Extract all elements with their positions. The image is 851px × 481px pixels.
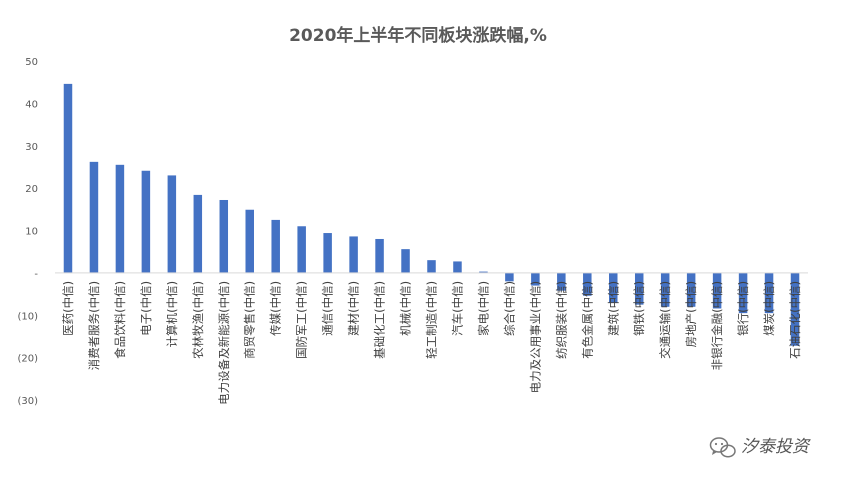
x-tick-label: 食品饮料(中信) [113,281,127,359]
y-tick-label: 30 [25,142,38,153]
x-axis-labels: 医药(中信) 消费者服务(中信) 食品饮料(中信) 电子(中信) 计算机(中信) 农林牧渔… [61,281,802,405]
x-tick-label: 汽车(中信) [450,281,464,336]
watermark: 汐泰投资 [709,437,811,458]
bar [323,233,332,273]
x-tick-label: 石油石化(中信) [788,281,802,359]
bar [245,209,254,273]
x-tick-label: 基础化工(中信) [373,281,387,359]
x-tick-label: 农林牧渔(中信) [191,281,205,359]
bar [63,83,73,273]
x-tick-label: 轻工制造(中信) [425,281,439,359]
y-tick-label: 10 [25,227,38,238]
y-tick-label: 40 [25,99,38,110]
x-tick-label: 国防军工(中信) [295,281,309,359]
bar [219,199,229,273]
x-tick-label: 计算机(中信) [165,281,179,347]
bar [453,261,462,273]
bar [790,272,800,346]
bar [738,272,748,314]
y-tick-label: 50 [25,57,38,68]
bar [660,272,670,307]
bar [479,271,488,273]
bar [764,272,774,314]
bar [349,236,358,273]
bar [609,272,618,303]
bar [193,194,203,273]
bar [531,272,540,286]
x-tick-label: 电子(中信) [139,281,153,336]
x-tick-label: 非银行金融(中信) [710,281,724,370]
x-tick-label: 电力设备及新能源(中信) [217,281,231,405]
y-tick-label: (10) [17,311,38,322]
y-tick-label: 20 [25,184,38,195]
wechat-icon [709,437,736,458]
bar [634,272,644,305]
bar [167,175,177,273]
bar [89,161,99,273]
bar [375,238,384,273]
x-tick-label: 机械(中信) [399,281,413,336]
bar [712,272,722,309]
bar-series [63,83,800,346]
bar [583,272,592,296]
chart-title: 2020年上半年不同板块涨跌幅,% [289,25,547,46]
bar [427,260,436,273]
x-tick-label: 交通运输(中信) [658,281,672,359]
bar [401,249,410,273]
x-tick-label: 纺织服装(中信) [554,281,568,359]
x-tick-label: 建材(中信) [347,281,361,336]
x-tick-label: 建筑(中信) [606,281,620,336]
x-tick-label: 银行(中信) [736,281,750,336]
bar [297,226,306,273]
y-tick-label: (30) [17,396,38,407]
watermark-text: 汐泰投资 [741,437,811,457]
x-tick-label: 有色金属(中信) [580,281,594,359]
x-tick-label: 煤炭(中信) [762,281,776,336]
y-tick-label: - [34,269,38,280]
bar [141,170,151,273]
y-tick-label: (20) [17,354,38,365]
x-tick-label: 钢铁(中信) [632,281,646,336]
y-axis: 50 40 30 20 10 - (10) (20) (30) [17,57,38,407]
x-tick-label: 综合(中信) [502,281,516,336]
bar [115,164,125,273]
x-tick-label: 商贸零售(中信) [243,281,257,359]
x-tick-label: 消费者服务(中信) [87,281,101,370]
x-tick-label: 家电(中信) [476,281,490,336]
x-tick-label: 电力及公用事业(中信) [528,281,542,393]
bar [271,219,280,273]
x-tick-label: 医药(中信) [61,281,75,336]
bar [505,272,514,282]
x-tick-label: 通信(中信) [321,281,335,336]
bar [686,272,696,307]
x-tick-label: 房地产(中信) [684,281,698,347]
bar [557,272,566,291]
x-tick-label: 传媒(中信) [269,281,283,336]
